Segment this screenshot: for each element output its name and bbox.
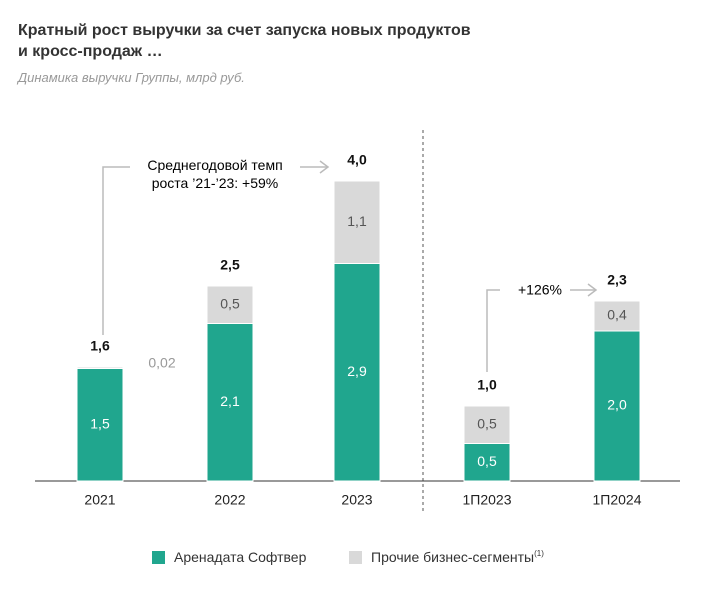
x-tick-label: 1П2023 [463, 492, 512, 508]
legend-swatch [152, 551, 165, 564]
legend-name: Аренадата Софтвер [174, 549, 307, 565]
legend-label: Аренадата Софтвер [174, 549, 307, 565]
value-label: 2,0 [607, 397, 627, 413]
value-label: 2,9 [347, 363, 367, 379]
value-label: 1,1 [347, 213, 367, 229]
bar-segment [593, 300, 641, 332]
x-tick-label: 2022 [214, 492, 245, 508]
legend-footnote: (1) [534, 549, 544, 558]
bracket [102, 166, 130, 335]
total-label: 1,0 [477, 377, 497, 393]
subtitle: Динамика выручки Группы, млрд руб. [18, 70, 245, 85]
bar-segment [76, 368, 124, 482]
arrow-head [319, 160, 330, 174]
legend-name: Прочие бизнес-сегменты [371, 549, 534, 565]
bracket [486, 289, 500, 372]
x-tick-label: 2021 [84, 492, 115, 508]
legend-label: Прочие бизнес-сегменты(1) [371, 549, 544, 565]
annotation: +126% [518, 282, 562, 298]
value-label: 2,1 [220, 393, 240, 409]
x-tick-label: 1П2024 [593, 492, 642, 508]
bar-segment [333, 263, 381, 482]
bar-segment [463, 443, 511, 482]
bar-segment [206, 285, 254, 324]
bar-segment [76, 366, 124, 369]
bar-segment [333, 180, 381, 264]
total-label: 2,5 [220, 257, 240, 273]
value-label: 0,5 [477, 415, 497, 431]
value-label: 0,5 [220, 295, 240, 311]
annotation: Среднегодовой темп роста ’21-’23: +59% [147, 157, 282, 191]
value-label: 0,4 [607, 307, 627, 323]
x-tick-label: 2023 [341, 492, 372, 508]
title: Кратный рост выручки за счет запуска нов… [18, 22, 471, 60]
value-label: 0,5 [477, 453, 497, 469]
value-label: 0,02 [148, 355, 175, 371]
bar-segment [463, 405, 511, 444]
total-label: 2,3 [607, 272, 627, 288]
arrow-head [587, 283, 598, 297]
value-label: 1,5 [90, 415, 110, 431]
total-label: 1,6 [90, 338, 110, 354]
bar-segment [593, 330, 641, 482]
total-label: 4,0 [347, 152, 367, 168]
legend-swatch [349, 551, 362, 564]
